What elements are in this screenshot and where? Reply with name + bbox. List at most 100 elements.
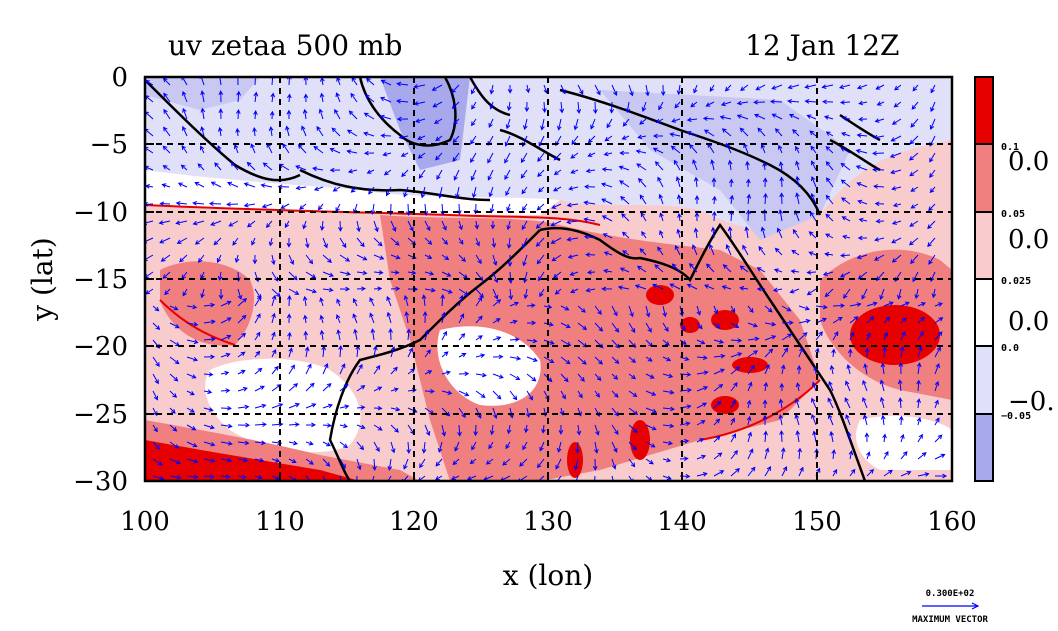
wind-vector-arrow <box>778 398 784 409</box>
wind-vector-arrow <box>504 169 511 180</box>
wind-vector-arrow <box>286 294 292 307</box>
wind-vector-arrow <box>753 99 766 105</box>
wind-vector-arrow <box>585 168 596 174</box>
wind-vector-arrow <box>828 380 834 392</box>
wind-vector-arrow <box>162 145 171 154</box>
wind-vector-arrow <box>792 129 800 137</box>
wind-vector-arrow <box>521 220 528 231</box>
wind-vector-arrow <box>220 441 233 446</box>
wind-vector-arrow <box>866 316 875 324</box>
wind-vector-arrow <box>508 288 514 301</box>
wind-vector-arrow <box>778 144 783 154</box>
wind-vector-arrow <box>271 288 281 298</box>
wind-vector-arrow <box>186 321 199 327</box>
wind-vector-arrow <box>243 182 256 188</box>
wind-vector-arrow <box>696 472 708 477</box>
wind-vector-arrow <box>339 237 347 249</box>
wind-vector-arrow <box>587 135 596 144</box>
wind-vector-arrow <box>628 458 636 468</box>
wind-vector-arrow <box>693 84 698 94</box>
wind-vector-arrow <box>568 186 579 191</box>
wind-vector-arrow <box>339 286 351 292</box>
wind-vector-arrow <box>880 362 886 375</box>
wind-vector-arrow <box>220 352 231 358</box>
wind-vector-arrow <box>890 135 902 142</box>
wind-vector-arrow <box>286 237 292 248</box>
wind-vector-arrow <box>458 220 463 231</box>
wind-vector-arrow <box>455 186 460 199</box>
field-region-neutral-tasman <box>856 415 952 470</box>
wind-vector-arrow <box>747 305 754 314</box>
wind-vector-arrow <box>845 380 851 392</box>
wind-vector-arrow <box>764 447 770 460</box>
wind-vector-arrow <box>403 458 409 470</box>
wind-vector-arrow <box>305 422 316 428</box>
wind-vector-arrow <box>492 390 502 400</box>
wind-vector-arrow <box>703 129 715 137</box>
y-tick-label: −20 <box>73 332 128 362</box>
wind-vector-arrow <box>558 424 564 435</box>
wind-vector-arrow <box>373 270 384 275</box>
wind-vector-arrow <box>383 169 392 176</box>
colorbar-large-label: 0.0 <box>1008 307 1049 337</box>
wind-vector-arrow <box>858 100 868 106</box>
wind-vector-arrow <box>271 254 276 266</box>
wind-vector-arrow <box>271 365 279 375</box>
chart-title-right: 12 Jan 12Z <box>745 29 899 62</box>
wind-vector-arrow <box>934 317 944 324</box>
wind-vector-arrow <box>720 101 732 107</box>
wind-vector-arrow <box>908 237 919 246</box>
wind-vector-arrow <box>934 346 941 358</box>
wind-vector-arrow <box>864 432 870 443</box>
wind-vector-arrow <box>458 237 464 245</box>
wind-vector-arrow <box>760 226 766 239</box>
wind-vector-arrow <box>670 145 681 154</box>
wind-vector-arrow <box>162 271 171 279</box>
wind-vector-arrow <box>611 373 619 380</box>
y-tick-label: −30 <box>73 467 128 497</box>
wind-vector-arrow <box>917 452 927 460</box>
wind-vector-arrow <box>505 118 511 130</box>
field-region-neutral-west <box>205 358 361 453</box>
wind-vector-arrow <box>475 407 482 419</box>
wind-vector-arrow <box>288 422 300 427</box>
wind-vector-arrow <box>186 304 198 310</box>
wind-vector-arrow <box>764 305 773 313</box>
wind-vector-arrow <box>261 203 273 209</box>
wind-vector-arrow <box>696 322 703 330</box>
wind-vector-arrow <box>635 149 647 154</box>
wind-vector-arrow <box>424 254 433 259</box>
wind-vector-arrow <box>526 303 536 308</box>
wind-vector-arrow <box>730 338 743 343</box>
wind-vector-arrow <box>363 112 375 120</box>
wind-vector-arrow <box>798 466 804 477</box>
wind-vector-arrow <box>175 200 188 206</box>
wind-vector-arrow <box>900 331 906 341</box>
wind-vector-arrow <box>540 118 545 131</box>
wind-vector-arrow <box>862 396 868 409</box>
wind-vector-arrow <box>398 134 409 140</box>
wind-vector-arrow <box>420 186 426 199</box>
wind-vector-arrow <box>458 288 469 296</box>
wind-vector-arrow <box>203 372 214 377</box>
wind-vector-arrow <box>934 363 940 375</box>
wind-vector-arrow <box>872 134 885 140</box>
wind-vector-arrow <box>288 383 299 392</box>
wind-vector-arrow <box>689 263 698 273</box>
wind-vector-arrow <box>696 370 709 375</box>
wind-vector-arrow <box>471 118 477 127</box>
wind-vector-arrow <box>769 99 783 104</box>
wind-vector-arrow <box>696 386 709 392</box>
wind-vector-arrow <box>288 254 294 266</box>
wind-vector-arrow <box>302 295 308 307</box>
wind-vector-arrow <box>874 254 885 261</box>
wind-vector-arrow <box>414 118 426 123</box>
wind-vector-arrow <box>458 390 470 397</box>
wind-vector-arrow <box>435 458 443 467</box>
wind-vector-arrow <box>894 84 902 91</box>
wind-vector-arrow <box>288 402 300 409</box>
wind-vector-arrow <box>844 397 851 409</box>
wind-vector-arrow <box>350 92 358 103</box>
wind-vector-arrow <box>526 320 537 326</box>
wind-vector-arrow <box>302 220 307 230</box>
